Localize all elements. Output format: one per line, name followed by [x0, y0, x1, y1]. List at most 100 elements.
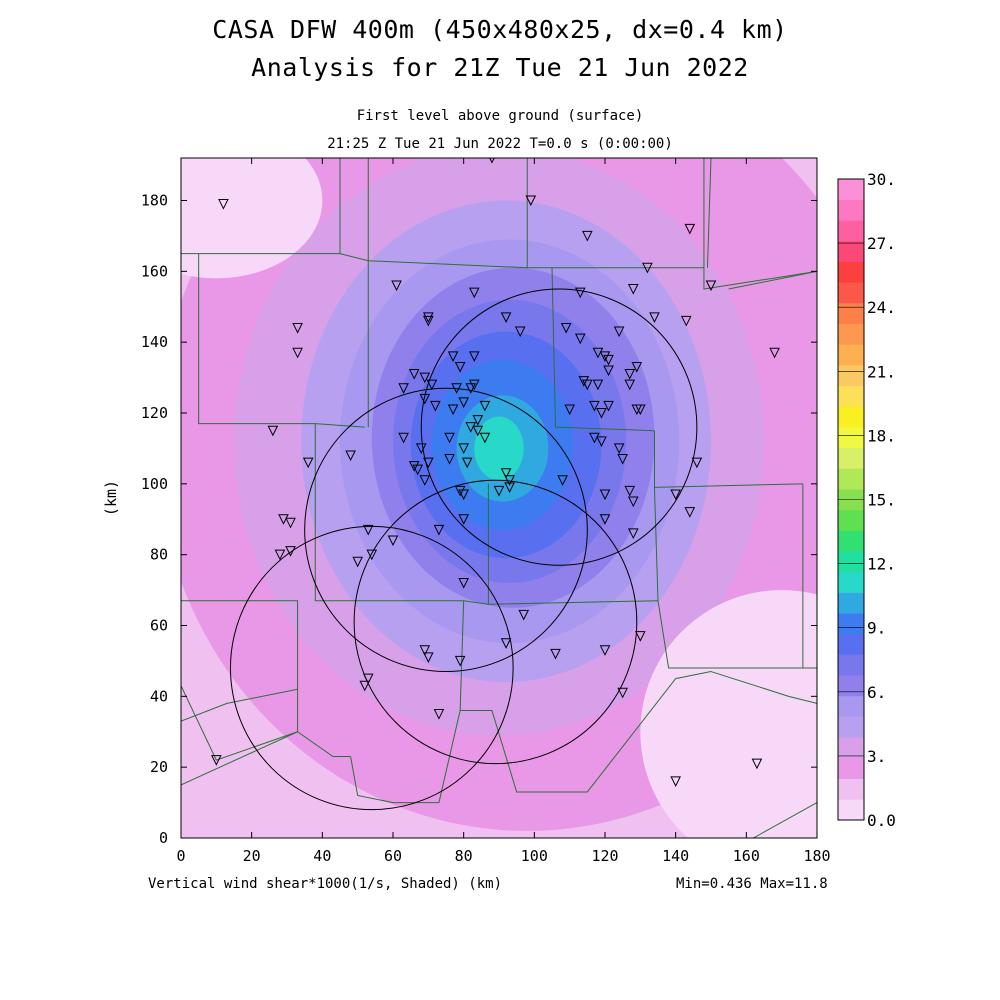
- x-tick-label: 0: [176, 847, 185, 865]
- colorbar-swatch: [838, 757, 864, 779]
- station-marker: [454, 655, 466, 667]
- station-marker: [627, 496, 639, 508]
- colorbar-swatch: [838, 530, 864, 552]
- station-marker: [444, 454, 455, 465]
- county-line-9: [551, 267, 655, 432]
- station-marker: [468, 379, 480, 391]
- county-line-15: [181, 688, 298, 722]
- colorbar-label: 21.: [867, 362, 896, 381]
- x-tick-label: 20: [243, 847, 261, 865]
- station-marker: [423, 457, 434, 469]
- colorbar-label: 18.: [867, 426, 896, 445]
- station-marker: [415, 443, 427, 455]
- station-marker: [461, 457, 473, 469]
- station-marker: [285, 546, 296, 557]
- x-tick-label: 160: [733, 847, 760, 865]
- shear-band-10: [474, 416, 524, 481]
- colorbar-label: 9.: [867, 619, 886, 638]
- station-marker: [408, 461, 420, 472]
- colorbar-swatch: [838, 633, 864, 655]
- station-marker: [603, 354, 614, 366]
- station-marker: [458, 443, 469, 455]
- station-marker: [362, 673, 374, 685]
- colorbar-label: 12.: [867, 555, 896, 574]
- x-tick-label: 40: [313, 847, 331, 865]
- colorbar-swatch: [838, 592, 864, 614]
- station-marker: [550, 648, 561, 660]
- level-subtitle: First level above ground (surface): [356, 108, 644, 124]
- colorbar-label: 30.: [867, 170, 896, 189]
- station-marker: [557, 475, 568, 486]
- y-tick-label: 60: [150, 617, 168, 635]
- station-marker: [302, 457, 314, 469]
- station-marker: [705, 280, 717, 292]
- station-marker: [599, 645, 611, 656]
- station-marker: [624, 369, 636, 380]
- station-marker: [362, 524, 374, 536]
- station-marker: [423, 312, 434, 323]
- colorbar: 0.0 3. 6. 9. 12. 15. 18. 21. 24. 27. 30.: [837, 170, 896, 830]
- station-marker: [211, 755, 222, 766]
- colorbar-swatch: [838, 261, 864, 283]
- station-marker: [617, 687, 628, 699]
- county-line-5: [703, 267, 817, 290]
- station-marker: [624, 485, 636, 497]
- colorbar-swatch: [838, 778, 864, 800]
- station-marker: [518, 609, 530, 621]
- radar-ring-1: [420, 288, 698, 566]
- plot-frame: [180, 157, 818, 839]
- colorbar-swatch: [838, 323, 864, 345]
- y-tick-label: 160: [141, 262, 168, 280]
- colorbar-swatch: [838, 220, 864, 242]
- station-marker: [292, 323, 303, 334]
- shear-field: [181, 158, 817, 838]
- station-marker: [387, 535, 399, 547]
- colorbar-swatch: [838, 447, 864, 469]
- county-line-11: [653, 487, 659, 601]
- station-marker: [504, 482, 515, 493]
- station-marker: [560, 323, 572, 334]
- station-marker: [274, 549, 286, 561]
- station-marker: [359, 680, 371, 692]
- colorbar-swatch: [838, 799, 864, 821]
- station-marker: [670, 489, 681, 501]
- station-marker: [525, 195, 537, 207]
- station-marker: [596, 408, 607, 419]
- county-line-13: [657, 600, 803, 669]
- station-marker: [430, 400, 441, 412]
- station-markers: [211, 158, 780, 787]
- x-tick-label: 80: [455, 847, 473, 865]
- x-tick-label: 140: [662, 847, 689, 865]
- station-marker: [479, 400, 491, 412]
- map-title-line1: CASA DFW 400m (450x480x25, dx=0.4 km): [212, 15, 788, 44]
- station-marker: [426, 379, 438, 391]
- low-shear-nw: [181, 158, 323, 279]
- station-marker: [447, 351, 459, 362]
- station-marker: [444, 432, 455, 444]
- county-line-19: [181, 731, 298, 786]
- station-marker: [465, 383, 477, 394]
- x-tick-label: 60: [384, 847, 402, 865]
- station-marker: [468, 351, 480, 362]
- station-marker: [514, 326, 526, 338]
- station-marker: [691, 457, 703, 469]
- station-marker: [603, 365, 614, 377]
- station-marker: [218, 199, 229, 210]
- station-marker: [412, 464, 424, 476]
- station-marker: [391, 280, 402, 292]
- station-marker: [447, 404, 459, 416]
- y-tick-label: 100: [141, 475, 168, 493]
- colorbar-swatch: [838, 654, 864, 676]
- colorbar-swatch: [838, 509, 864, 531]
- x-axis: 0 20 40 60 80 100 120 140 160 180: [176, 158, 831, 865]
- colorbar-swatch: [838, 241, 864, 263]
- station-marker: [493, 485, 505, 497]
- station-marker: [500, 312, 512, 323]
- station-marker: [472, 425, 484, 437]
- station-marker: [398, 383, 409, 394]
- station-marker: [468, 287, 480, 299]
- station-marker: [631, 361, 643, 373]
- station-marker: [582, 379, 593, 391]
- station-marker: [419, 645, 431, 656]
- station-marker: [423, 315, 434, 327]
